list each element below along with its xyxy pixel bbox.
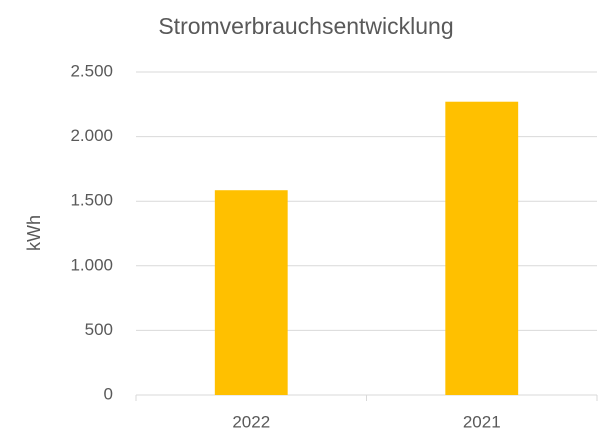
y-axis-label: kWh [24, 215, 44, 251]
bar [214, 190, 288, 395]
y-tick-label: 1.000 [70, 255, 113, 274]
y-tick-label: 2.000 [70, 126, 113, 145]
bar [445, 101, 519, 395]
y-tick-label: 500 [85, 320, 113, 339]
y-tick-label: 1.500 [70, 191, 113, 210]
x-tick-label: 2022 [232, 412, 270, 431]
x-tick-label: 2021 [463, 412, 501, 431]
y-tick-label: 0 [104, 384, 113, 403]
chart-title: Stromverbrauchsentwicklung [158, 13, 453, 39]
y-tick-label: 2.500 [70, 61, 113, 80]
